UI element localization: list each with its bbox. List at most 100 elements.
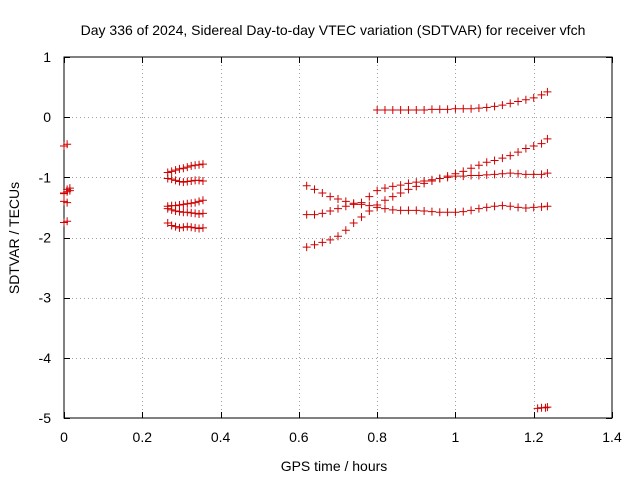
- data-point-s2: [163, 174, 172, 183]
- data-point-rising: [380, 196, 389, 205]
- data-point-upper: [537, 90, 546, 99]
- y-axis-label: SDTVAR / TECUs: [6, 182, 22, 294]
- data-point-lower: [451, 208, 460, 217]
- data-point-upper: [427, 105, 436, 114]
- data-point-s4: [171, 207, 180, 216]
- data-point-s5: [171, 222, 180, 231]
- data-point-lower: [365, 201, 374, 210]
- data-point-middle: [427, 175, 436, 184]
- data-point-rising: [506, 151, 515, 160]
- data-point-s4: [191, 209, 200, 218]
- data-point-s1: [183, 163, 192, 172]
- data-point-rising: [543, 134, 552, 143]
- data-point-s2: [175, 177, 184, 186]
- y-tick-label: -2: [39, 230, 52, 246]
- data-point-upper: [543, 87, 552, 96]
- data-point-start_cluster: [63, 140, 72, 149]
- x-tick-label: 0: [60, 429, 68, 445]
- data-point-s2: [179, 178, 188, 187]
- data-point-lower: [543, 202, 552, 211]
- data-point-upper: [521, 95, 530, 104]
- data-point-middle: [474, 171, 483, 180]
- data-point-rising: [334, 232, 342, 241]
- data-point-middle: [373, 186, 382, 195]
- data-point-s3: [191, 198, 200, 207]
- data-point-rising: [474, 161, 483, 170]
- data-point-upper: [506, 99, 515, 108]
- y-tick-label: 0: [43, 109, 51, 125]
- data-point-s3: [179, 200, 188, 209]
- data-point-s5: [183, 222, 192, 231]
- data-point-upper: [490, 102, 499, 111]
- data-point-rising: [310, 240, 319, 249]
- data-point-s2: [183, 177, 192, 186]
- data-point-middle: [404, 179, 413, 188]
- x-tick-label: 0.6: [289, 429, 309, 445]
- data-point-rising: [467, 164, 476, 173]
- data-point-middle: [506, 169, 515, 178]
- data-point-s5: [187, 223, 196, 232]
- data-point-middle: [318, 209, 327, 218]
- data-point-s4: [198, 209, 207, 218]
- data-point-lower: [380, 204, 389, 213]
- data-point-upper: [420, 105, 429, 114]
- x-axis-label: GPS time / hours: [281, 458, 388, 474]
- data-point-upper: [443, 105, 452, 114]
- data-point-middle: [326, 207, 335, 216]
- x-tick-label: 0.2: [133, 429, 153, 445]
- data-point-rising: [537, 139, 546, 148]
- y-tick-label: -3: [39, 290, 52, 306]
- data-point-middle: [443, 173, 452, 182]
- data-point-lower: [341, 197, 350, 206]
- x-tick-label: 0.4: [211, 429, 231, 445]
- data-point-s4: [187, 208, 196, 217]
- data-point-s1: [195, 160, 204, 169]
- data-point-rising: [357, 213, 366, 222]
- data-point-middle: [490, 170, 499, 179]
- data-point-upper: [388, 105, 397, 114]
- y-tick-label: -4: [39, 350, 52, 366]
- plot-frame: [63, 56, 613, 419]
- x-tick-label: 1.4: [602, 429, 622, 445]
- data-point-outlier: [543, 403, 552, 412]
- data-point-middle: [388, 182, 397, 191]
- data-point-lower: [349, 199, 358, 208]
- data-point-s4: [195, 210, 204, 219]
- data-point-s5: [195, 224, 204, 233]
- data-point-upper: [459, 104, 468, 113]
- data-point-s4: [167, 205, 176, 214]
- data-point-middle: [380, 184, 389, 193]
- data-point-upper: [404, 105, 413, 114]
- data-point-middle: [396, 181, 405, 190]
- data-point-middle: [302, 210, 311, 219]
- data-point-middle: [310, 210, 319, 219]
- data-point-upper: [412, 105, 421, 114]
- data-point-outlier: [533, 404, 542, 413]
- data-point-rising: [514, 148, 523, 157]
- data-point-lower: [334, 194, 342, 203]
- data-point-middle: [537, 170, 546, 179]
- data-point-s3: [187, 199, 196, 208]
- tick-labels: 0 0.2 0.4 0.6 0.8 1 1.2 1.4 1 0 -1 -2 -3 -4 -5: [39, 49, 622, 445]
- data-point-lower: [326, 192, 335, 201]
- data-point-upper: [467, 104, 476, 113]
- data-point-s5: [167, 221, 176, 230]
- data-point-middle: [514, 169, 523, 178]
- data-point-start_cluster: [63, 198, 72, 207]
- data-point-rising: [302, 243, 311, 252]
- chart-title: Day 336 of 2024, Sidereal Day-to-day VTE…: [81, 22, 586, 38]
- data-point-upper: [514, 97, 523, 106]
- data-point-lower: [474, 204, 483, 213]
- data-point-s5: [175, 223, 184, 232]
- data-point-lower: [388, 205, 397, 214]
- data-point-rising: [529, 142, 538, 151]
- y-tick-label: -5: [39, 410, 52, 426]
- data-point-s1: [187, 161, 196, 170]
- data-point-s4: [175, 207, 184, 216]
- x-tick-label: 1.2: [524, 429, 544, 445]
- data-point-lower: [318, 188, 327, 197]
- data-point-lower: [443, 208, 452, 217]
- data-point-lower: [459, 207, 468, 216]
- data-point-s3: [183, 199, 192, 208]
- data-point-start_cluster: [63, 185, 72, 194]
